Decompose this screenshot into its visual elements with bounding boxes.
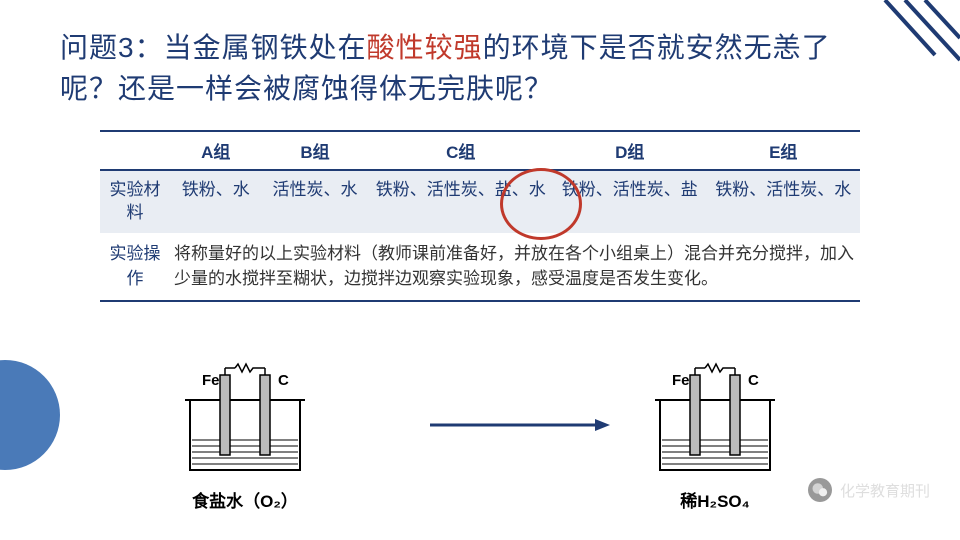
wechat-icon (808, 478, 832, 502)
beaker-left-label: 食盐水（O₂） (150, 487, 340, 512)
title-highlight: 酸性较强 (367, 32, 483, 63)
svg-text:Fe: Fe (672, 372, 690, 389)
beaker-right: Fe C 稀H₂SO₄ (620, 360, 810, 512)
question-title: 问题3：当金属钢铁处在酸性较强的环境下是否就安然无恙了呢？还是一样会被腐蚀得体无… (60, 28, 880, 109)
svg-text:C: C (748, 372, 759, 389)
header-a: A组 (170, 131, 262, 170)
header-blank (100, 131, 170, 170)
operation-text: 将称量好的以上实验材料（教师课前准备好，并放在各个小组桌上）混合并充分搅拌，加入… (170, 233, 860, 301)
beaker-left: Fe C 食盐水（O₂） (150, 360, 340, 512)
header-e: E组 (706, 131, 860, 170)
experiment-table: A组 B组 C组 D组 E组 实验材料 铁粉、水 活性炭、水 铁粉、活性炭、盐、… (100, 130, 860, 302)
header-d: D组 (553, 131, 706, 170)
diagram-area: Fe C 食盐水（O₂） (150, 360, 810, 520)
corner-decoration (870, 0, 960, 90)
header-b: B组 (262, 131, 369, 170)
materials-d: 铁粉、活性炭、盐 (553, 170, 706, 233)
electrode-c: C (278, 372, 289, 389)
row-operation: 实验操作 将称量好的以上实验材料（教师课前准备好，并放在各个小组桌上）混合并充分… (100, 233, 860, 301)
operation-label: 实验操作 (100, 233, 170, 301)
beaker-right-label: 稀H₂SO₄ (620, 487, 810, 512)
watermark: 化学教育期刊 (808, 478, 930, 502)
arrow-icon (430, 415, 610, 435)
materials-c: 铁粉、活性炭、盐、水 (369, 170, 553, 233)
row-materials: 实验材料 铁粉、水 活性炭、水 铁粉、活性炭、盐、水 铁粉、活性炭、盐 铁粉、活… (100, 170, 860, 233)
materials-a: 铁粉、水 (170, 170, 262, 233)
materials-e: 铁粉、活性炭、水 (706, 170, 860, 233)
decorative-circle (0, 360, 60, 470)
table-header-row: A组 B组 C组 D组 E组 (100, 131, 860, 170)
materials-b: 活性炭、水 (262, 170, 369, 233)
header-c: C组 (369, 131, 553, 170)
title-prefix: 问题3：当金属钢铁处在 (60, 32, 367, 63)
watermark-text: 化学教育期刊 (840, 480, 930, 501)
materials-label: 实验材料 (100, 170, 170, 233)
electrode-fe: Fe (202, 372, 220, 389)
